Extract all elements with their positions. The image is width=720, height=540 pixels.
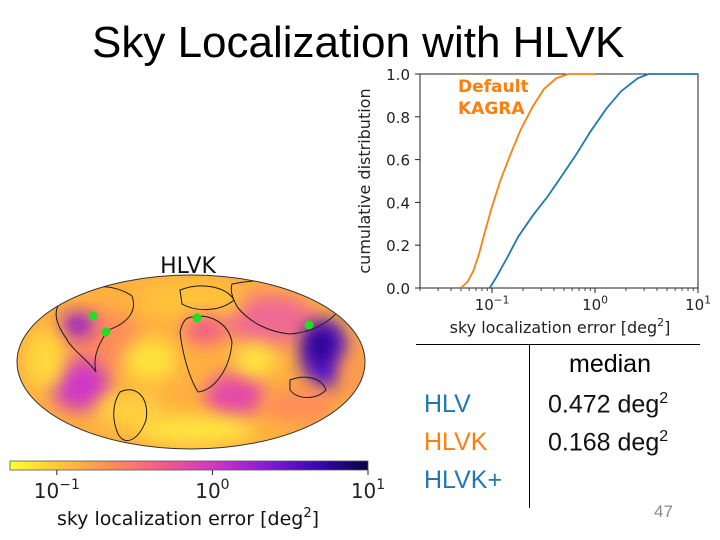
detector-marker-K <box>304 320 314 330</box>
table-row-value: 0.168 deg2 <box>548 428 669 457</box>
skymap-border <box>16 274 366 450</box>
colorbar <box>9 460 369 471</box>
table-divider <box>529 344 530 508</box>
colorbar-tick-label: 101 <box>351 477 385 503</box>
colorbar-tick-label: 100 <box>195 477 229 503</box>
table-row-label: HLVK <box>424 428 488 456</box>
cdf-y-tick-label: 0.2 <box>386 237 410 255</box>
colorbar-tick-label: 10−1 <box>34 477 80 503</box>
cdf-series-line <box>460 73 595 289</box>
skymap-coastline <box>289 376 327 398</box>
table-row-value: 0.472 deg2 <box>548 390 669 419</box>
detector-marker-L <box>101 327 111 337</box>
cdf-y-axis-label: cumulative distribution <box>355 88 374 273</box>
table-row-label: HLV <box>424 390 471 418</box>
table-top-border <box>416 344 700 345</box>
cdf-y-tick-label: 0.8 <box>386 109 410 127</box>
cdf-y-tick-label: 0.6 <box>386 152 410 170</box>
colorbar-label: sky localization error [deg2] <box>57 506 319 530</box>
cdf-annotation-line: Default <box>458 77 529 97</box>
slide-number: 47 <box>654 502 673 521</box>
table-header-median: median <box>569 350 651 378</box>
skymap-coastline <box>179 315 233 393</box>
cdf-series-line <box>488 73 698 289</box>
cdf-x-tick-label: 101 <box>685 294 711 314</box>
median-table: median HLV 0.472 deg2 HLVK 0.168 deg2 HLVK+ <box>416 344 700 508</box>
table-row-label: HLVK+ <box>424 466 503 494</box>
cdf-plot-frame <box>419 73 699 289</box>
cdf-y-tick-label: 0.0 <box>386 280 410 298</box>
detector-marker-V <box>192 313 202 323</box>
slide-title: Sky Localization with HLVK <box>92 18 625 67</box>
cdf-annotation-line: KAGRA <box>458 99 525 119</box>
cdf-x-axis-label: sky localization error [deg2] <box>450 316 671 337</box>
cdf-x-tick-label: 100 <box>582 294 608 314</box>
detector-marker-H <box>88 311 98 321</box>
skymap-coastline <box>113 389 148 441</box>
cdf-y-tick-label: 1.0 <box>386 66 410 84</box>
skymap-coastline <box>55 286 134 373</box>
cdf-x-tick-label: 10−1 <box>475 294 510 314</box>
skymap-heatmap <box>17 275 365 449</box>
cdf-y-tick-label: 0.4 <box>386 194 410 212</box>
